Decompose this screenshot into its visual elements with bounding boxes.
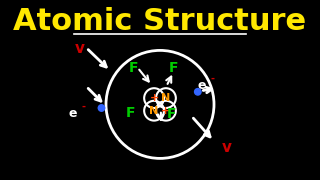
Text: -: -	[211, 74, 214, 84]
Circle shape	[98, 105, 105, 111]
Text: F: F	[125, 105, 135, 120]
Text: F: F	[167, 107, 176, 121]
Text: v: v	[75, 41, 85, 56]
Text: +: +	[149, 93, 159, 103]
Text: F: F	[129, 61, 139, 75]
Text: N: N	[149, 106, 159, 116]
Text: v: v	[221, 140, 232, 155]
Text: Atomic Structure: Atomic Structure	[13, 7, 307, 36]
Text: N: N	[161, 93, 171, 103]
Text: +: +	[161, 106, 171, 116]
Text: e: e	[197, 79, 206, 92]
Text: e: e	[69, 107, 77, 120]
Text: -: -	[82, 102, 86, 112]
Text: F: F	[169, 60, 178, 75]
Circle shape	[195, 89, 201, 95]
